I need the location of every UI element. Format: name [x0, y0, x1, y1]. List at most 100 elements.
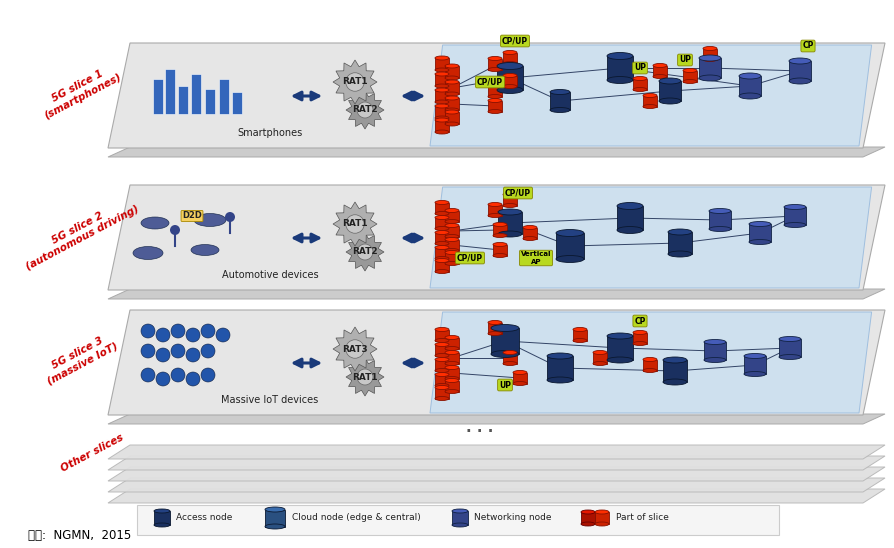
- Circle shape: [201, 324, 215, 338]
- Ellipse shape: [502, 203, 517, 208]
- Ellipse shape: [642, 94, 656, 98]
- Circle shape: [141, 324, 155, 338]
- Ellipse shape: [642, 105, 656, 109]
- Ellipse shape: [667, 229, 691, 235]
- Ellipse shape: [491, 324, 519, 332]
- Ellipse shape: [502, 351, 517, 355]
- Ellipse shape: [154, 509, 170, 513]
- FancyBboxPatch shape: [789, 61, 810, 81]
- FancyBboxPatch shape: [434, 374, 449, 385]
- Ellipse shape: [434, 339, 449, 342]
- Polygon shape: [108, 289, 884, 299]
- Ellipse shape: [434, 231, 449, 235]
- Ellipse shape: [546, 353, 572, 359]
- Ellipse shape: [194, 214, 226, 226]
- Bar: [178, 86, 188, 114]
- FancyBboxPatch shape: [434, 203, 449, 214]
- Polygon shape: [108, 478, 884, 492]
- Ellipse shape: [487, 321, 502, 324]
- Ellipse shape: [444, 224, 459, 227]
- Ellipse shape: [783, 222, 805, 227]
- Ellipse shape: [497, 231, 521, 237]
- Ellipse shape: [444, 335, 459, 340]
- Circle shape: [156, 372, 170, 386]
- FancyBboxPatch shape: [580, 512, 595, 524]
- Text: Vertical
AP: Vertical AP: [520, 252, 551, 265]
- Text: Massive IoT devices: Massive IoT devices: [221, 395, 318, 405]
- Text: CP/UP: CP/UP: [504, 189, 530, 197]
- Ellipse shape: [491, 351, 519, 357]
- FancyBboxPatch shape: [502, 53, 517, 64]
- Ellipse shape: [662, 357, 687, 363]
- Ellipse shape: [658, 98, 680, 104]
- Text: Smartphones: Smartphones: [237, 128, 302, 138]
- Ellipse shape: [444, 122, 459, 126]
- Ellipse shape: [444, 108, 459, 112]
- FancyBboxPatch shape: [444, 98, 459, 110]
- FancyBboxPatch shape: [593, 352, 606, 363]
- FancyBboxPatch shape: [444, 352, 459, 363]
- Ellipse shape: [502, 362, 517, 366]
- Text: RAT1: RAT1: [342, 220, 367, 229]
- Ellipse shape: [632, 341, 646, 345]
- Text: CP/UP: CP/UP: [477, 77, 502, 87]
- Ellipse shape: [487, 110, 502, 113]
- FancyBboxPatch shape: [434, 248, 449, 259]
- Ellipse shape: [783, 204, 805, 209]
- FancyBboxPatch shape: [667, 232, 691, 254]
- Polygon shape: [333, 202, 376, 246]
- Circle shape: [357, 369, 373, 385]
- Polygon shape: [108, 310, 884, 415]
- FancyBboxPatch shape: [512, 373, 527, 384]
- Ellipse shape: [778, 336, 800, 341]
- Ellipse shape: [702, 47, 716, 50]
- Ellipse shape: [434, 116, 449, 120]
- FancyBboxPatch shape: [434, 329, 449, 340]
- FancyBboxPatch shape: [487, 59, 502, 70]
- Ellipse shape: [451, 509, 468, 513]
- Ellipse shape: [434, 397, 449, 401]
- Text: Cloud node (edge & central): Cloud node (edge & central): [291, 513, 420, 522]
- FancyBboxPatch shape: [491, 328, 519, 354]
- Circle shape: [224, 212, 235, 222]
- Ellipse shape: [497, 209, 521, 215]
- Text: Other slices: Other slices: [59, 432, 125, 473]
- Ellipse shape: [496, 87, 522, 94]
- FancyBboxPatch shape: [698, 58, 721, 78]
- Text: 자료:  NGMN,  2015: 자료: NGMN, 2015: [28, 529, 131, 542]
- FancyBboxPatch shape: [662, 360, 687, 382]
- Ellipse shape: [550, 89, 569, 94]
- Ellipse shape: [606, 357, 632, 363]
- FancyBboxPatch shape: [642, 95, 656, 106]
- Ellipse shape: [502, 61, 517, 66]
- Ellipse shape: [434, 328, 449, 332]
- FancyBboxPatch shape: [265, 510, 284, 527]
- Circle shape: [171, 368, 185, 382]
- FancyBboxPatch shape: [487, 323, 502, 334]
- Ellipse shape: [434, 215, 449, 220]
- Polygon shape: [108, 467, 884, 481]
- Ellipse shape: [496, 62, 522, 70]
- Ellipse shape: [606, 77, 632, 83]
- Text: RAT2: RAT2: [352, 106, 377, 115]
- Ellipse shape: [141, 217, 169, 229]
- Bar: [232, 92, 241, 114]
- Ellipse shape: [434, 68, 449, 72]
- Text: Networking node: Networking node: [474, 513, 551, 522]
- Circle shape: [201, 368, 215, 382]
- Ellipse shape: [434, 56, 449, 60]
- Ellipse shape: [704, 340, 725, 345]
- Ellipse shape: [154, 523, 170, 527]
- Ellipse shape: [743, 353, 765, 358]
- Ellipse shape: [434, 201, 449, 204]
- Ellipse shape: [682, 68, 696, 72]
- Ellipse shape: [434, 357, 449, 362]
- FancyBboxPatch shape: [616, 206, 642, 230]
- Ellipse shape: [434, 84, 449, 88]
- Ellipse shape: [546, 377, 572, 383]
- FancyBboxPatch shape: [451, 511, 468, 525]
- Polygon shape: [108, 489, 884, 503]
- FancyBboxPatch shape: [444, 225, 459, 237]
- Circle shape: [357, 102, 373, 118]
- Ellipse shape: [434, 342, 449, 346]
